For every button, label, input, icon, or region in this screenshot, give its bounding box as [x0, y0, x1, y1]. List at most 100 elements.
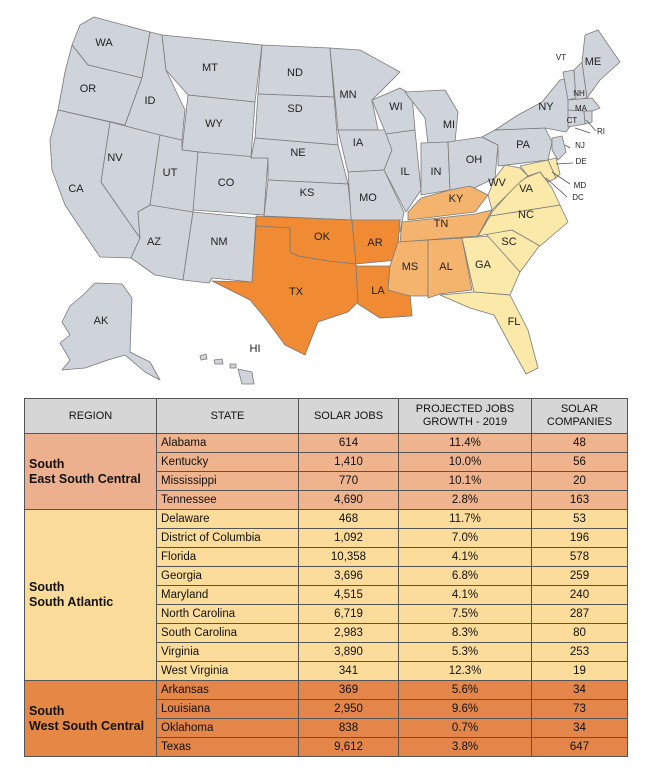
solar-jobs-cell: 4,515 [298, 585, 399, 605]
state-ia [337, 129, 393, 173]
map-label-ny: NY [538, 101, 554, 113]
companies-cell: 287 [531, 604, 628, 624]
companies-cell: 196 [531, 528, 628, 548]
region-cell: South West South Central [24, 680, 157, 757]
table-row: South Carolina 2,983 8.3% 80 [24, 623, 628, 643]
map-label-al: AL [439, 261, 452, 273]
state-de [547, 157, 561, 179]
header-state: STATE [156, 398, 299, 434]
state-fl [439, 291, 539, 375]
map-label-ky: KY [449, 193, 464, 205]
state-wi [371, 87, 416, 135]
region-line2: West South Central [29, 718, 145, 733]
state-cell: Tennessee [156, 490, 299, 510]
map-label-mn: MN [339, 89, 356, 101]
table-row: District of Columbia 1,092 7.0% 196 [24, 528, 628, 548]
map-label-hi: HI [250, 343, 261, 355]
map-label-ks: KS [300, 187, 315, 199]
map-label-mo: MO [359, 192, 377, 204]
region-line2: East South Central [29, 471, 141, 486]
state-cell: Arkansas [156, 680, 299, 700]
table-row: Florida 10,358 4.1% 578 [24, 547, 628, 567]
map-label-nj: NJ [575, 141, 585, 150]
map-label-fl: FL [508, 316, 521, 328]
companies-cell: 80 [531, 623, 628, 643]
growth-cell: 4.1% [398, 547, 532, 567]
map-label-me: ME [585, 56, 602, 68]
state-hi [199, 353, 255, 385]
map-label-pa: PA [516, 139, 531, 151]
growth-cell: 3.8% [398, 737, 532, 757]
state-cell: Mississippi [156, 471, 299, 491]
growth-cell: 8.3% [398, 623, 532, 643]
region-cell: South East South Central [24, 433, 157, 510]
map-label-ak: AK [94, 315, 109, 327]
map-label-ok: OK [314, 231, 331, 243]
table-header-row: REGION STATE SOLAR JOBS PROJECTED JOBS G… [24, 398, 628, 434]
map-label-ar: AR [367, 237, 382, 249]
growth-cell: 7.5% [398, 604, 532, 624]
map-label-va: VA [519, 183, 534, 195]
header-projected-growth-line1: PROJECTED JOBS [415, 403, 515, 415]
state-cell: West Virginia [156, 661, 299, 681]
map-label-wi: WI [389, 101, 402, 113]
region-line1: South [29, 703, 65, 718]
state-az [130, 204, 194, 281]
growth-cell: 11.4% [398, 433, 532, 453]
companies-cell: 20 [531, 471, 628, 491]
growth-cell: 2.8% [398, 490, 532, 510]
solar-jobs-cell: 1,410 [298, 452, 399, 472]
state-cell: Delaware [156, 509, 299, 529]
solar-jobs-cell: 3,696 [298, 566, 399, 586]
solar-jobs-cell: 1,092 [298, 528, 399, 548]
solar-jobs-cell: 2,983 [298, 623, 399, 643]
state-cell: Kentucky [156, 452, 299, 472]
map-label-ga: GA [475, 259, 492, 271]
map-label-nm: NM [210, 236, 227, 248]
companies-cell: 163 [531, 490, 628, 510]
map-label-ri: RI [597, 127, 605, 136]
solar-jobs-cell: 770 [298, 471, 399, 491]
growth-cell: 11.7% [398, 509, 532, 529]
map-label-ne: NE [290, 147, 305, 159]
map-label-sc: SC [501, 236, 516, 248]
map-label-vt: VT [556, 53, 566, 62]
growth-cell: 5.6% [398, 680, 532, 700]
state-cell: Florida [156, 547, 299, 567]
state-ma [567, 97, 601, 113]
growth-cell: 9.6% [398, 699, 532, 719]
map-label-md: MD [574, 181, 587, 190]
companies-cell: 19 [531, 661, 628, 681]
map-label-tx: TX [289, 286, 304, 298]
state-ak [59, 282, 161, 381]
map-label-or: OR [80, 83, 97, 95]
state-il [383, 129, 422, 213]
growth-cell: 0.7% [398, 718, 532, 738]
state-ri [583, 110, 593, 125]
solar-jobs-cell: 369 [298, 680, 399, 700]
companies-cell: 647 [531, 737, 628, 757]
table-row: Oklahoma 838 0.7% 34 [24, 718, 628, 738]
solar-jobs-cell: 6,719 [298, 604, 399, 624]
map-label-ia: IA [353, 137, 364, 149]
growth-cell: 7.0% [398, 528, 532, 548]
map-label-dc: DC [572, 193, 584, 202]
map-label-wy: WY [205, 118, 223, 130]
header-projected-growth-line2: GROWTH - 2019 [422, 416, 508, 428]
state-me [581, 29, 621, 99]
state-cell: Texas [156, 737, 299, 757]
state-cell: Oklahoma [156, 718, 299, 738]
table-row: Virginia 3,890 5.3% 253 [24, 642, 628, 662]
growth-cell: 6.8% [398, 566, 532, 586]
map-label-oh: OH [466, 154, 483, 166]
state-tx [211, 225, 359, 356]
map-label-nv: NV [107, 152, 123, 164]
growth-cell: 10.0% [398, 452, 532, 472]
growth-cell: 4.1% [398, 585, 532, 605]
map-label-ut: UT [163, 167, 178, 179]
map-label-nd: ND [287, 67, 303, 79]
map-label-id: ID [145, 95, 156, 107]
map-label-de: DE [575, 157, 586, 166]
map-label-az: AZ [147, 236, 161, 248]
header-region: REGION [24, 398, 157, 434]
